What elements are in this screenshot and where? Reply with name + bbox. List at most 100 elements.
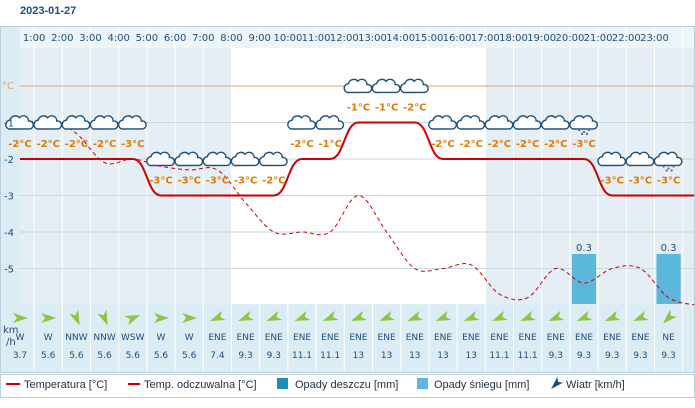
temperature-label: -3°C [149, 176, 172, 187]
hour-label: 6:00 [164, 33, 186, 44]
temperature-labels: -2°C -2°C -2°C -2°C -3°C -3°C -3°C -3°C -3°C -2°C… [8, 103, 680, 187]
hour-label: 15:00 [414, 33, 443, 44]
cloud-icon [315, 115, 345, 130]
chart-axes: 1:00 2:00 3:00 4:00 5:00 6:00 7:00 8:00 9:00 10:0… [0, 26, 695, 373]
wind-speed-label: 5.6 [41, 351, 56, 361]
cloud-icon [202, 151, 232, 167]
wind-direction-label: ENE [631, 333, 649, 343]
temperature-label: -3°C [657, 176, 680, 187]
wind-speed-label: 11.1 [489, 351, 509, 361]
feels-like-line [17, 118, 695, 306]
wind-speed-label: 13 [353, 351, 364, 361]
temperature-label: -2°C [431, 139, 454, 150]
cloud-icon [343, 78, 373, 94]
hour-label: 17:00 [471, 33, 500, 44]
temperature-label: -1°C [375, 103, 398, 114]
temperature-label: -2°C [36, 139, 59, 150]
wind-speed-label: 9.3 [661, 351, 675, 361]
hour-label: 13:00 [358, 33, 387, 44]
legend-temperature: Temperatura [°C] [24, 379, 107, 391]
hour-label: 22:00 [612, 33, 641, 44]
wind-speed-label: 7.4 [210, 351, 225, 361]
cloud-icon [5, 115, 34, 130]
wind-direction-label: ENE [603, 333, 621, 343]
hour-label: 23:00 [640, 33, 669, 44]
wind-direction-label: ENE [406, 333, 424, 343]
wind-arrow-icon [294, 310, 311, 322]
temperature-line [20, 121, 695, 197]
temperature-lines [17, 118, 695, 306]
temperature-label: -2°C [262, 176, 285, 187]
wind-speed-label: 11.1 [292, 351, 312, 361]
cloud-icon [597, 151, 627, 167]
hour-label: 8:00 [220, 33, 242, 44]
legend-snow: Opady śniegu [mm] [434, 379, 529, 391]
temperature-label: -3°C [600, 176, 623, 187]
hour-label: 5:00 [136, 33, 158, 44]
wind-speed-label: 13 [465, 351, 476, 361]
weather-icons [5, 78, 683, 172]
temperature-label: -2°C [290, 139, 313, 150]
temperature-label: -3°C [121, 139, 144, 150]
wind-direction-label: ENE [349, 333, 367, 343]
wind-arrow-icon [97, 309, 108, 326]
wind-direction-label: ENE [434, 333, 452, 343]
hour-label: 10:00 [273, 33, 302, 44]
cloud-icon [484, 115, 514, 130]
hour-label: 1:00 [23, 33, 45, 44]
legend-wind: Wiatr [km/h] [566, 379, 625, 391]
wind-arrow-icon [322, 310, 339, 322]
temperature-label: -3°C [234, 176, 257, 187]
temperature-label: -3°C [177, 176, 200, 187]
wind-speed-label: 9.3 [577, 351, 591, 361]
wind-arrow-icon [435, 310, 452, 322]
hour-label: 4:00 [107, 33, 129, 44]
wind-direction-label: NNW [93, 333, 115, 343]
hour-label: 3:00 [79, 33, 101, 44]
snow-bar-label: 0.3 [576, 243, 592, 254]
wind-direction-label: ENE [575, 333, 593, 343]
cloud-icon [61, 115, 91, 130]
wind-speed-label: 5.6 [182, 351, 197, 361]
wind-arrow-icon [124, 314, 141, 326]
y-tick-label: -2 [4, 155, 14, 166]
wind-direction-label: ENE [265, 333, 283, 343]
y-unit-label: °C [2, 81, 14, 92]
wind-direction-label: ENE [462, 333, 480, 343]
wind-direction-label: W [185, 333, 194, 343]
temperature-label: -2°C [516, 139, 539, 150]
y-tick-label: -3 [4, 192, 14, 203]
wind-direction-label: ENE [293, 333, 311, 343]
wind-arrow-icon [13, 313, 28, 323]
wind-arrow-icon [69, 309, 80, 326]
wind-speed-label: 9.3 [605, 351, 619, 361]
cloud-icon [625, 151, 655, 167]
legend-wind-arrow-icon [551, 376, 564, 389]
wind-speed-label: 13 [437, 351, 448, 361]
legend-rain: Opady deszczu [mm] [295, 379, 398, 391]
temperature-label: -2°C [93, 139, 116, 150]
snow-bar-label: 0.3 [661, 243, 677, 254]
cloud-icon [230, 151, 260, 167]
wind-arrow-icon [520, 310, 536, 322]
hour-label: 16:00 [443, 33, 472, 44]
y-axis-panel [0, 26, 20, 372]
wind-speed-label: 5.6 [126, 351, 141, 361]
temperature-label: -3°C [572, 139, 595, 150]
wind-row: W 3.7 W 5.6 NNW 5.6 NNW 5.6 WSW 5.6 W 5.6 W 5.6 ENE 7.4… [13, 309, 678, 361]
wind-direction-label: W [44, 333, 53, 343]
wind-speed-label: 9.3 [267, 351, 281, 361]
wind-panel [20, 304, 695, 372]
chart-legend: Temperatura [°C] Temp. odczuwalna [°C] Opa… [0, 374, 695, 398]
wind-arrow-icon [633, 310, 649, 322]
cloud-icon [512, 115, 542, 130]
wind-direction-label: ENE [208, 333, 226, 343]
hour-label: 7:00 [192, 33, 214, 44]
cloud-icon [117, 115, 147, 130]
wind-arrow-icon [238, 310, 254, 322]
hour-label: 12:00 [330, 33, 359, 44]
legend-feels-like: Temp. odczuwalna [°C] [144, 379, 257, 391]
y-tick-label: -5 [4, 265, 14, 276]
wind-arrow-icon [351, 310, 367, 322]
wind-speed-label: 9.3 [549, 351, 563, 361]
